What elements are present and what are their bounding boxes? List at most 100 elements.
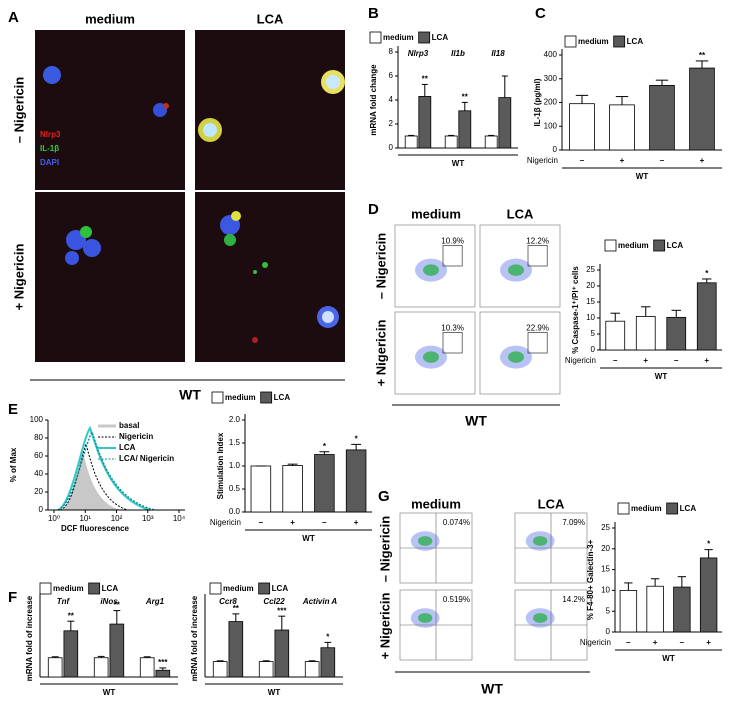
legend-swatch	[260, 391, 273, 404]
column-label: medium	[411, 206, 461, 221]
column-label: LCA	[507, 206, 534, 221]
row-label: Nigericin	[580, 638, 611, 647]
panel-label: C	[535, 5, 546, 22]
y-tick-label: 0.0	[229, 507, 241, 516]
category-label: Ccr8	[219, 597, 237, 606]
bar	[699, 557, 718, 633]
y-axis-label: mRNA fold change	[369, 64, 378, 136]
y-tick-label: 100	[544, 121, 558, 130]
category-label: Tnf	[57, 597, 71, 606]
quadrant-value: 0.519%	[443, 595, 470, 604]
legend-swatch	[369, 31, 382, 44]
x-tick-label: +	[354, 518, 359, 527]
bar	[484, 135, 498, 149]
category-label: Activin A	[302, 597, 338, 606]
y-axis-label: % F4-80+ Galectin-3+	[586, 539, 595, 620]
x-tick-label: +	[706, 638, 711, 647]
bar	[93, 657, 109, 678]
legend-label: medium	[225, 393, 256, 402]
y-tick-label: 80	[34, 433, 43, 442]
significance: ***	[158, 658, 168, 667]
group-label: WT	[636, 172, 649, 181]
y-axis-label: IL-1β (pg/ml)	[533, 78, 542, 126]
x-tick-label: +	[704, 356, 709, 365]
column-label: medium	[411, 496, 461, 511]
bar	[444, 135, 458, 149]
y-tick-label: 0	[553, 145, 558, 154]
row-label: + Nigericin	[377, 593, 392, 660]
x-tick-label: –	[660, 156, 665, 165]
bar	[666, 316, 687, 351]
bar	[649, 85, 675, 151]
bar	[458, 110, 472, 149]
bar	[314, 454, 335, 513]
legend-label: LCA/ Nigericin	[119, 454, 174, 463]
x-tick-label: –	[322, 518, 327, 527]
y-tick-label: 0	[39, 505, 44, 514]
x-tick-label: +	[700, 156, 705, 165]
gate	[442, 332, 463, 354]
row-label: – Nigericin	[373, 233, 388, 300]
group-label: WT	[655, 372, 668, 381]
x-tick-label: 10¹	[79, 514, 91, 523]
micrographs	[35, 30, 345, 362]
y-tick-label: 20	[586, 281, 595, 290]
gate	[527, 332, 548, 354]
legend-label: LCA	[432, 33, 449, 42]
bar	[282, 465, 303, 513]
dot-cloud	[508, 264, 524, 276]
panel-label: F	[8, 589, 17, 606]
legend-swatch	[613, 35, 626, 48]
legend-label: LCA	[627, 37, 644, 46]
dot-cloud	[418, 613, 433, 623]
y-tick-label: 8	[389, 47, 394, 56]
bar	[212, 661, 228, 678]
y-tick-label: 4	[389, 95, 394, 104]
x-axis-label: DCF fluorescence	[61, 524, 130, 533]
y-tick-label: 1.5	[229, 438, 241, 447]
bar	[605, 320, 626, 351]
x-tick-label: +	[643, 356, 648, 365]
quadrant-value: 0.074%	[443, 518, 470, 527]
row-label: – Nigericin	[11, 77, 26, 144]
y-tick-label: 1.0	[229, 461, 241, 470]
stain-label: IL-1β	[40, 144, 59, 153]
bar	[155, 669, 171, 678]
significance: **	[699, 51, 706, 60]
column-label: medium	[85, 11, 135, 26]
legend-label: LCA	[272, 584, 289, 593]
x-tick-label: 10⁰	[48, 514, 60, 523]
column-label: LCA	[538, 496, 565, 511]
row-label: – Nigericin	[377, 516, 392, 583]
x-tick-label: –	[674, 356, 679, 365]
dot-cloud	[533, 613, 548, 623]
significance: **	[462, 93, 469, 102]
group-label: WT	[179, 387, 201, 403]
bar	[673, 586, 691, 633]
bar	[320, 647, 336, 678]
column-label: LCA	[257, 11, 284, 26]
y-axis-label: % Caspase-1⁺/PI⁺ cells	[571, 266, 580, 354]
y-tick-label: 10	[586, 313, 595, 322]
legend-label: LCA	[274, 393, 291, 402]
legend-swatch	[88, 582, 101, 595]
stain-label: DAPI	[40, 158, 59, 167]
y-tick-label: 6	[389, 71, 394, 80]
legend-label: LCA	[680, 504, 697, 513]
category-label: Il1b	[451, 49, 465, 58]
significance: *	[326, 632, 330, 641]
x-tick-label: –	[580, 156, 585, 165]
quadrant-value: 14.2%	[562, 595, 585, 604]
y-tick-label: 2	[389, 119, 394, 128]
gate-value: 22.9%	[526, 324, 549, 333]
group-label: WT	[103, 688, 116, 697]
category-label: Ccl22	[263, 597, 285, 606]
dot-cloud	[418, 536, 433, 546]
row-label: + Nigericin	[11, 244, 26, 311]
legend-label: medium	[53, 584, 84, 593]
y-axis-label: Stimulation Index	[216, 432, 225, 499]
bar	[696, 282, 717, 351]
dot-cloud	[533, 536, 548, 546]
significance: ***	[277, 606, 287, 615]
legend-label: Nigericin	[119, 432, 153, 441]
